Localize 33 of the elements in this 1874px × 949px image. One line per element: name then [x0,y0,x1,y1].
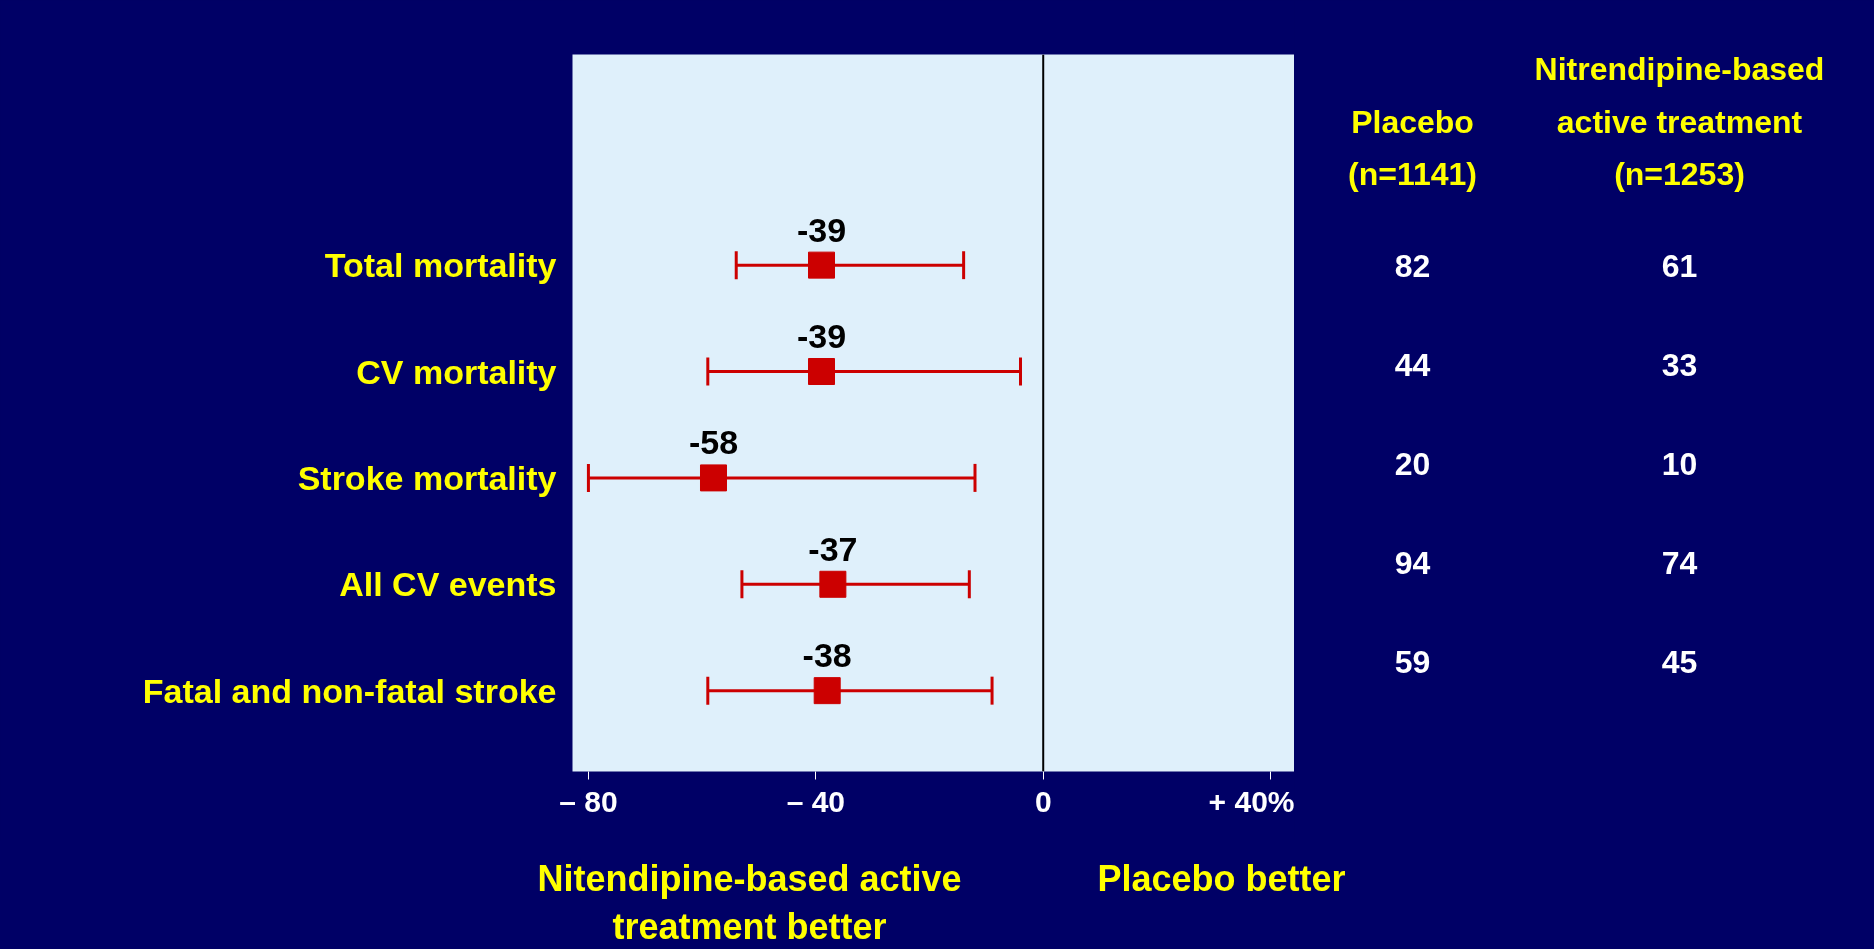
x-tick-label: 0 [1034,784,1052,818]
text: 94 [1394,544,1431,581]
x-tick-label: – 80 [559,784,618,818]
text: 61 [1661,247,1698,284]
text: 44 [1394,346,1431,383]
point [819,570,847,598]
text: 74 [1661,544,1698,581]
y-tick-label: Total mortality [324,246,557,285]
text: 33 [1661,346,1698,383]
x-tick-label: + 40% [1208,784,1295,818]
point [808,251,835,279]
text: Placebo (n=1141) [1348,103,1477,192]
text: Placebo better [1097,858,1346,899]
data-label: -37 [808,529,858,568]
data-label: -39 [796,210,847,249]
data-label: -38 [802,636,852,675]
data-label: -58 [688,423,739,462]
y-tick-label: CV mortality [356,352,557,391]
text: 10 [1661,445,1698,482]
text: Nitendipine-based active treatment better [537,858,962,947]
text: 59 [1394,643,1431,680]
y-tick-label: Fatal and non-fatal stroke [142,671,557,710]
text: Nitrendipine-based active treatment (n=1253) [1534,51,1825,192]
point [813,677,841,705]
text: 82 [1394,247,1431,284]
data-label: -39 [796,317,847,356]
y-tick-label: Stroke mortality [297,458,557,497]
x-tick-label: – 40 [786,784,846,818]
point [808,358,835,386]
text: 45 [1661,643,1698,680]
point [699,464,727,492]
text: 20 [1394,445,1431,482]
y-tick-label: All CV events [339,565,557,604]
